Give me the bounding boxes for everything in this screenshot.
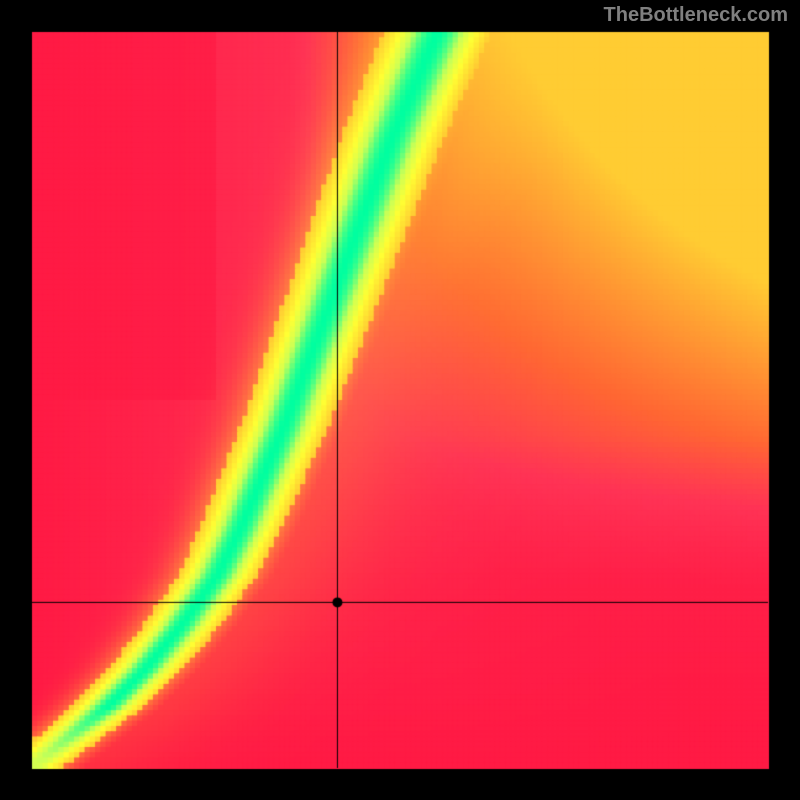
bottleneck-heatmap-chart [0,0,800,800]
watermark-text: TheBottleneck.com [604,4,788,27]
chart-container: TheBottleneck.com [0,0,800,800]
